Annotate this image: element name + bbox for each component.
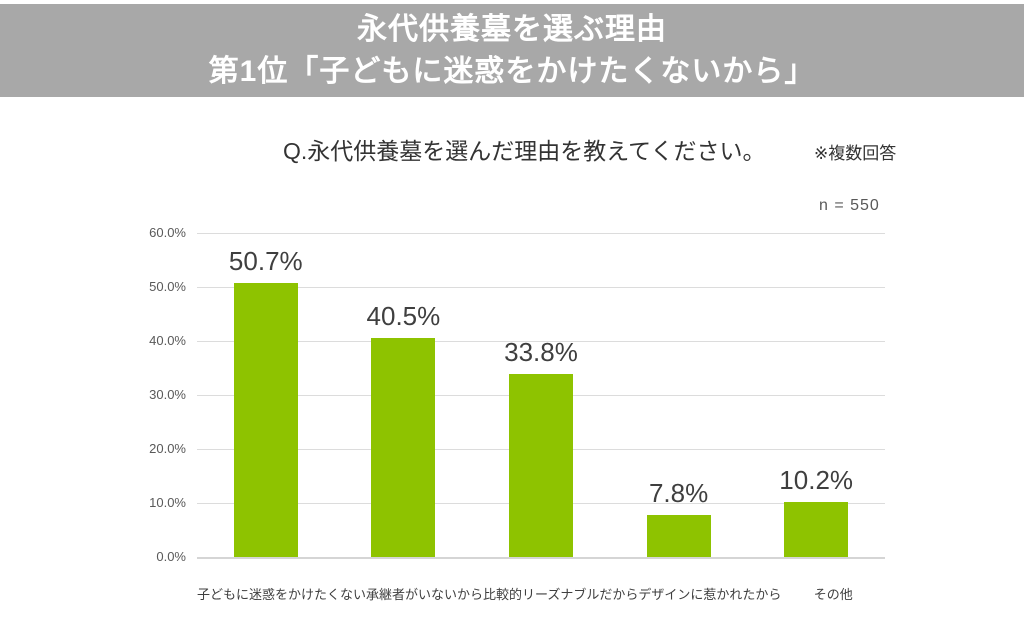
y-tick-label: 40.0% [149,333,186,348]
bar-slot: 7.8% [610,233,748,557]
x-axis-category-label: 子どもに迷惑をかけたくない [197,587,367,602]
y-tick-label: 10.0% [149,495,186,510]
gridline [197,341,885,342]
x-axis-labels: 子どもに迷惑をかけたくない 承継者がいないから 比較的リーズナブルだから デザインに惹… [197,584,885,603]
sample-size-label: n = 550 [819,197,880,214]
bar-slot: 10.2% [747,233,885,557]
x-axis-category-label: 比較的リーズナブルだから [483,587,639,602]
gridline [197,233,885,234]
x-label-cell: 承継者がいないから [366,584,483,603]
multiple-answer-note: ※複数回答 [814,144,897,163]
y-tick-label: 20.0% [149,441,186,456]
y-tick-label: 0.0% [156,549,186,564]
header-title-line1: 永代供養墓を選ぶ理由 [357,12,667,46]
value-label: 7.8% [648,478,709,508]
x-label-cell: 比較的リーズナブルだから [483,584,638,603]
bar [233,283,298,557]
bar [646,515,711,557]
chart-question: Q.永代供養墓を選んだ理由を教えてください。 [283,138,766,164]
x-axis-category-label: デザインに惹かれたから [638,587,782,602]
gridline [197,557,885,559]
x-label-cell: 子どもに迷惑をかけたくない [197,584,366,603]
bar-slot: 50.7% [197,233,335,557]
bar-chart: 50.7% 40.5% 33.8% 7.8% 10.2% [197,233,885,559]
y-axis: 60.0% 50.0% 40.0% 30.0% 20.0% 10.0% 0.0% [90,225,186,564]
header-banner: 永代供養墓を選ぶ理由 第1位「子どもに迷惑をかけたくないから」 [0,4,1024,97]
x-axis-category-label: その他 [813,587,853,602]
x-axis-category-label: 承継者がいないから [366,587,484,602]
bar [784,502,849,557]
y-tick-label: 50.0% [149,279,186,294]
bar-slot: 40.5% [335,233,473,557]
value-label: 33.8% [504,337,578,367]
value-label: 10.2% [779,465,854,495]
bar-slots: 50.7% 40.5% 33.8% 7.8% 10.2% [197,233,885,557]
bar [508,374,573,557]
value-label: 40.5% [366,301,441,331]
header-title-line2: 第1位「子どもに迷惑をかけたくないから」 [208,54,816,88]
bar-slot: 33.8% [472,233,610,557]
value-label: 50.7% [228,246,303,276]
bar [371,338,436,557]
gridline [197,287,885,288]
y-tick-label: 30.0% [149,387,186,402]
x-label-cell: その他 [781,584,885,603]
x-label-cell: デザインに惹かれたから [638,584,781,603]
y-tick-label: 60.0% [149,225,186,240]
